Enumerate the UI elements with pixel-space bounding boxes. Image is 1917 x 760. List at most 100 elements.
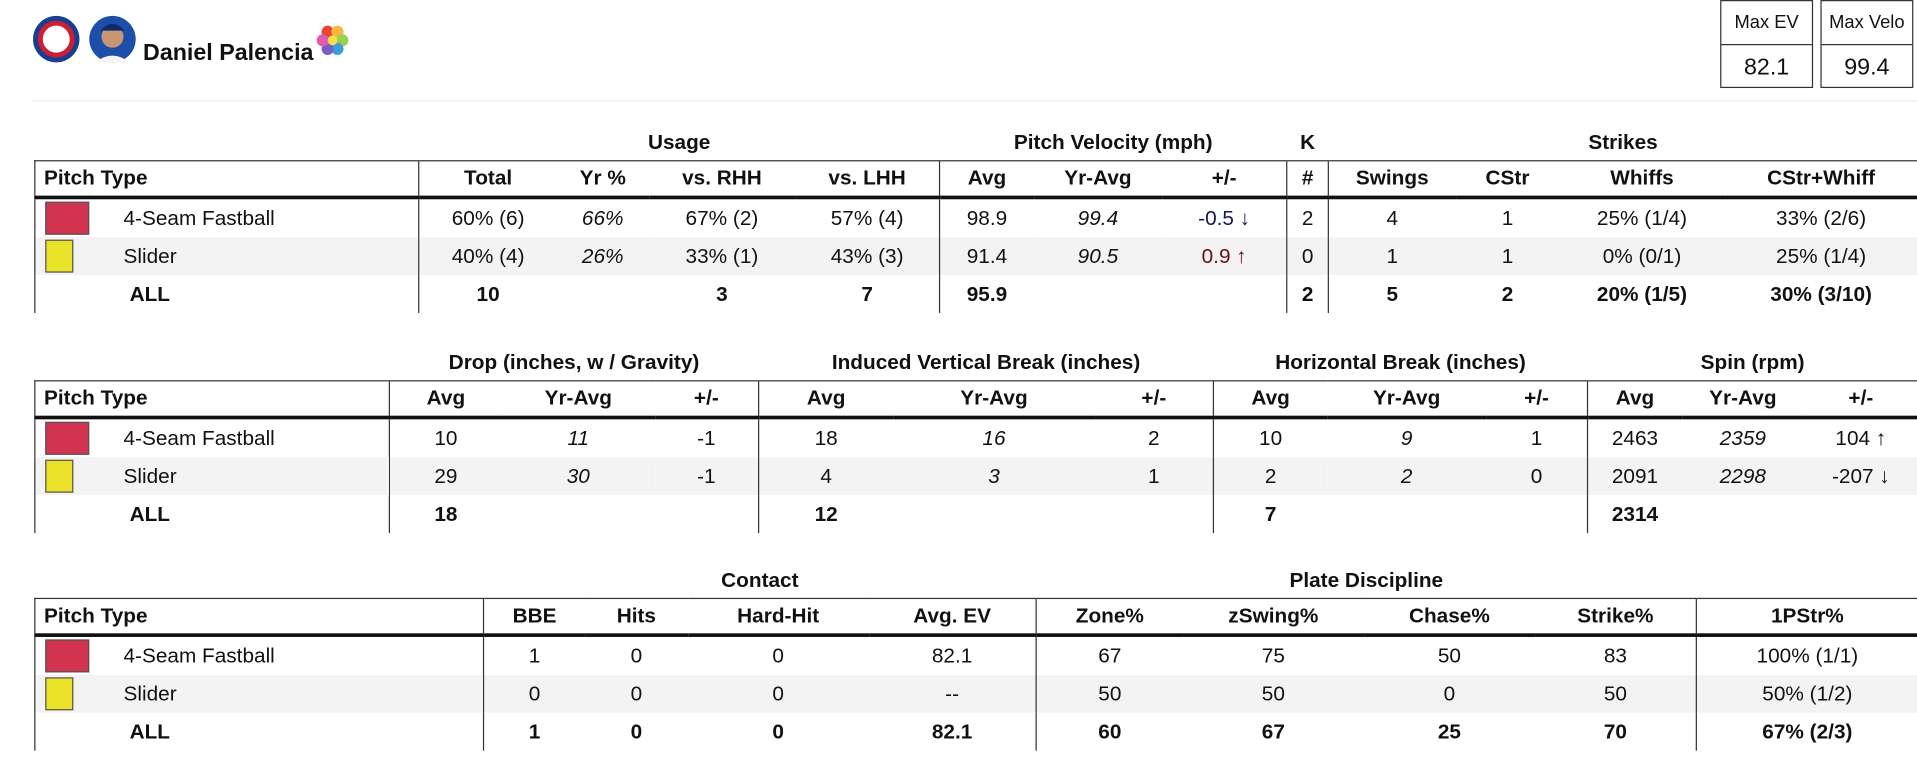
player-cap [100,23,125,31]
pitch-swatch [45,459,74,493]
group-row: Contact Plate Discipline [35,554,1917,599]
pitch-name: 4-Seam Fastball [123,426,275,450]
column-header: Yr % [556,160,649,200]
cell: 67 [1035,635,1183,675]
data-row: ALL 18 12 7 2314 [34,495,1917,534]
cell: 2 [1286,275,1329,313]
pitch-name: ALL [129,282,170,306]
cell: 50 [1437,643,1461,667]
empty-cell [557,275,649,313]
pitch-swatch [45,677,74,711]
cell: 0 [585,674,688,713]
cell: 43% (3) [795,237,940,276]
group-header: Drop (inches, w / Gravity) [448,350,700,375]
cell: 67 [1261,719,1285,743]
group-header: Plate Discipline [1289,568,1444,592]
cell: 50 [1534,674,1697,713]
cell: 0 [630,719,643,743]
team-logo-ring [37,20,75,58]
group-header: Strikes [1588,130,1658,155]
pitch-swatch [45,201,90,235]
cell: 0 [630,643,643,667]
group-header: Usage [647,130,711,155]
cell: 2091 [1586,457,1682,496]
cell: 70 [1603,719,1627,743]
cell: 3 [716,281,728,306]
column-header: Total [418,160,557,200]
cell: 20% (1/5) [1596,281,1688,306]
cell: 16 [982,426,1006,450]
empty-cell [1162,275,1287,313]
pitch-name: 4-Seam Fastball [123,206,275,230]
cell: 50 [1182,674,1364,713]
column-header: Avg [938,160,1034,200]
column-header: vs. LHH [795,160,940,200]
data-row: 4-Seam Fastball 60% (6) 66% 67% (2) 57% (4) 9… [34,197,1917,238]
cell: 1 [1530,426,1543,450]
pitch-swatch [45,239,74,273]
column-header: Yr-Avg [1327,380,1487,420]
table-body: Drop (inches, w / Gravity) Induced Vertic… [34,336,1917,534]
cell: 98.9 [938,197,1034,238]
group-header: Horizontal Break (inches) [1275,350,1526,375]
column-header: BBE [482,597,586,637]
header-row: Pitch Type Avg Yr-Avg +/- Avg Yr-Avg +/- Avg Yr-… [34,380,1917,420]
empty-cell [1682,495,1804,533]
cell: 83 [1603,643,1627,667]
column-header: Avg [1212,380,1328,420]
cell: 2 [1501,281,1514,306]
data-row: Slider 29 30 -1 4 3 1 2 2 0 2091 2298 -207 ↓ [34,457,1917,496]
cell: 33% (1) [648,237,796,276]
cell: 10 [1212,417,1328,458]
column-header: +/- [1803,380,1917,420]
cell: 30 [501,457,655,496]
column-header: vs. RHH [648,160,796,200]
data-row: ALL 10 3 7 95.9 2 5 2 20% (1/5) 30% (3/10) [34,275,1917,313]
cell: 1 [1455,237,1560,276]
cell: 67% (2/3) [1695,712,1917,751]
cell: 10 [388,417,502,458]
player-name: Daniel Palencia [143,40,314,67]
cell: 50 [1035,674,1183,713]
cell: 25% (1/4) [1596,206,1688,230]
pitch-name: Slider [123,464,177,488]
cell: -1 [697,426,716,450]
cell: 25 [1437,719,1461,743]
group-header: K [1300,130,1316,155]
cell: 60% (6) [418,197,557,238]
cell: 60 [1035,712,1183,751]
column-header: Hits [585,597,688,637]
group-row: Usage Pitch Velocity (mph) K Strikes [35,116,1917,161]
empty-cell [655,495,759,533]
empty-cell [1095,495,1214,533]
column-header: Whiffs [1559,160,1725,200]
cell: 1 [482,712,586,751]
cell: 29 [388,457,502,496]
cell: 2463 [1586,417,1682,458]
cell: 90.5 [1033,237,1163,276]
group-header: Induced Vertical Break (inches) [831,350,1141,375]
pitch-cell: 4-Seam Fastball [34,417,390,458]
header-row: Pitch Type BBE Hits Hard-Hit Avg. EV Zone% zSw… [34,597,1917,637]
cell: 0 [1486,457,1588,496]
cell: 50% (1/2) [1695,674,1917,713]
cell: 2 [1327,457,1487,496]
pitch-name: ALL [129,720,170,744]
cell: 4 [758,457,894,496]
spacer [35,336,390,381]
group-header: Spin (rpm) [1700,350,1805,375]
pitch-cell: Slider [34,674,484,713]
pitch-cell: Slider [34,237,419,276]
column-header: Pitch Type [34,597,484,637]
pitch-cell: Slider [34,457,390,496]
cell: 57% (4) [830,206,904,230]
cell: 82.1 [931,719,973,743]
player-jersey [95,55,130,63]
pitch-cell: ALL [34,275,419,313]
cell: 2298 [1681,457,1804,496]
pitch-cell: 4-Seam Fastball [34,197,419,238]
cell: 82.1 [931,643,973,667]
data-row: 4-Seam Fastball 10 11 -1 18 16 2 10 9 1 2463 2359 10… [34,417,1917,458]
column-header: 1PStr% [1695,597,1917,637]
